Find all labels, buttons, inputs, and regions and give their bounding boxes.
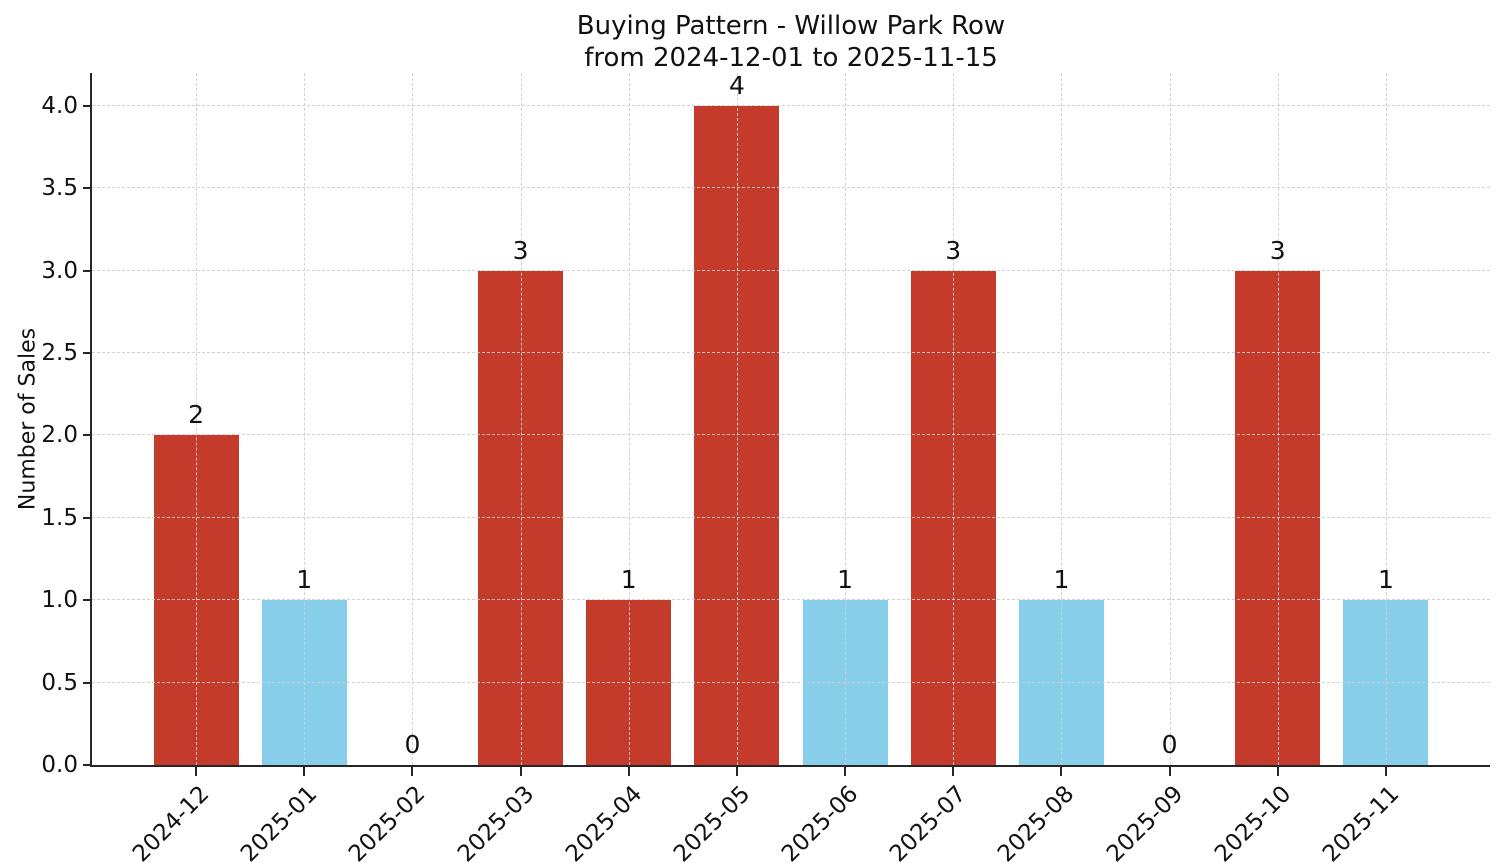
bar	[910, 270, 996, 765]
x-tick-mark	[1384, 767, 1387, 776]
bar	[694, 105, 780, 765]
bar-value-label: 3	[512, 235, 529, 265]
bar-value-label: 2	[188, 400, 205, 430]
bar-value-label: 0	[404, 730, 421, 759]
y-tick-mark	[83, 104, 92, 107]
x-tick-mark	[735, 767, 738, 776]
bar	[153, 435, 239, 765]
y-tick-mark	[83, 352, 92, 355]
y-tick-label: 3.5	[41, 175, 78, 202]
y-tick-mark	[83, 187, 92, 190]
bar-value-label: 1	[1377, 565, 1394, 595]
bar-value-label: 4	[728, 70, 745, 100]
chart-title: Buying Pattern - Willow Park Row	[576, 11, 1006, 41]
bar	[478, 270, 564, 765]
x-tick-mark	[627, 767, 630, 776]
chart-subtitle: from 2024-12-01 to 2025-11-15	[584, 43, 998, 73]
bar-value-label: 3	[1269, 235, 1286, 265]
x-tick-mark	[303, 767, 306, 776]
bar	[586, 600, 672, 765]
bar	[261, 600, 347, 765]
y-tick-label: 2.5	[41, 340, 78, 367]
y-tick-mark	[83, 269, 92, 272]
bar	[1343, 600, 1429, 765]
x-tick-mark	[952, 767, 955, 776]
x-tick-label: 2024-12	[128, 781, 215, 863]
bar	[1235, 270, 1321, 765]
bar-value-label: 1	[1053, 565, 1070, 595]
y-tick-label: 1.5	[41, 504, 78, 531]
x-axis-spine	[90, 765, 1490, 767]
bar-value-label: 3	[945, 235, 962, 265]
gridline-vertical	[412, 73, 414, 765]
y-tick-label: 2.0	[41, 422, 78, 449]
bar-value-label: 1	[620, 565, 637, 595]
x-tick-mark	[844, 767, 847, 776]
y-tick-mark	[83, 599, 92, 602]
y-tick-label: 4.0	[41, 92, 78, 119]
y-tick-mark	[83, 764, 92, 766]
x-tick-mark	[1168, 767, 1171, 776]
y-tick-label: 1.0	[41, 587, 78, 614]
bar-value-label: 1	[296, 565, 313, 595]
y-tick-mark	[83, 681, 92, 684]
bar-value-label: 0	[1161, 730, 1178, 759]
gridline-horizontal	[92, 104, 1490, 106]
gridline-horizontal	[92, 187, 1490, 189]
y-tick-label: 0.0	[41, 752, 78, 778]
x-tick-mark	[411, 767, 414, 776]
y-tick-label: 3.0	[41, 257, 78, 284]
x-tick-mark	[519, 767, 522, 776]
plot-area: 2 1 0 3 1 4 1 3 1 0 3 1	[92, 70, 1490, 765]
y-tick-mark	[83, 516, 92, 519]
y-axis-spine	[90, 73, 92, 767]
y-tick-mark	[83, 434, 92, 437]
bar	[802, 600, 888, 765]
bar	[1018, 600, 1104, 765]
x-tick-mark	[1276, 767, 1279, 776]
y-tick-label: 0.5	[41, 669, 78, 696]
bar-value-label: 1	[837, 565, 854, 595]
gridline-vertical	[1169, 73, 1171, 765]
chart-title-block: Buying Pattern - Willow Park Row from 20…	[92, 10, 1490, 74]
x-tick-mark	[1060, 767, 1063, 776]
x-tick-mark	[195, 767, 198, 776]
